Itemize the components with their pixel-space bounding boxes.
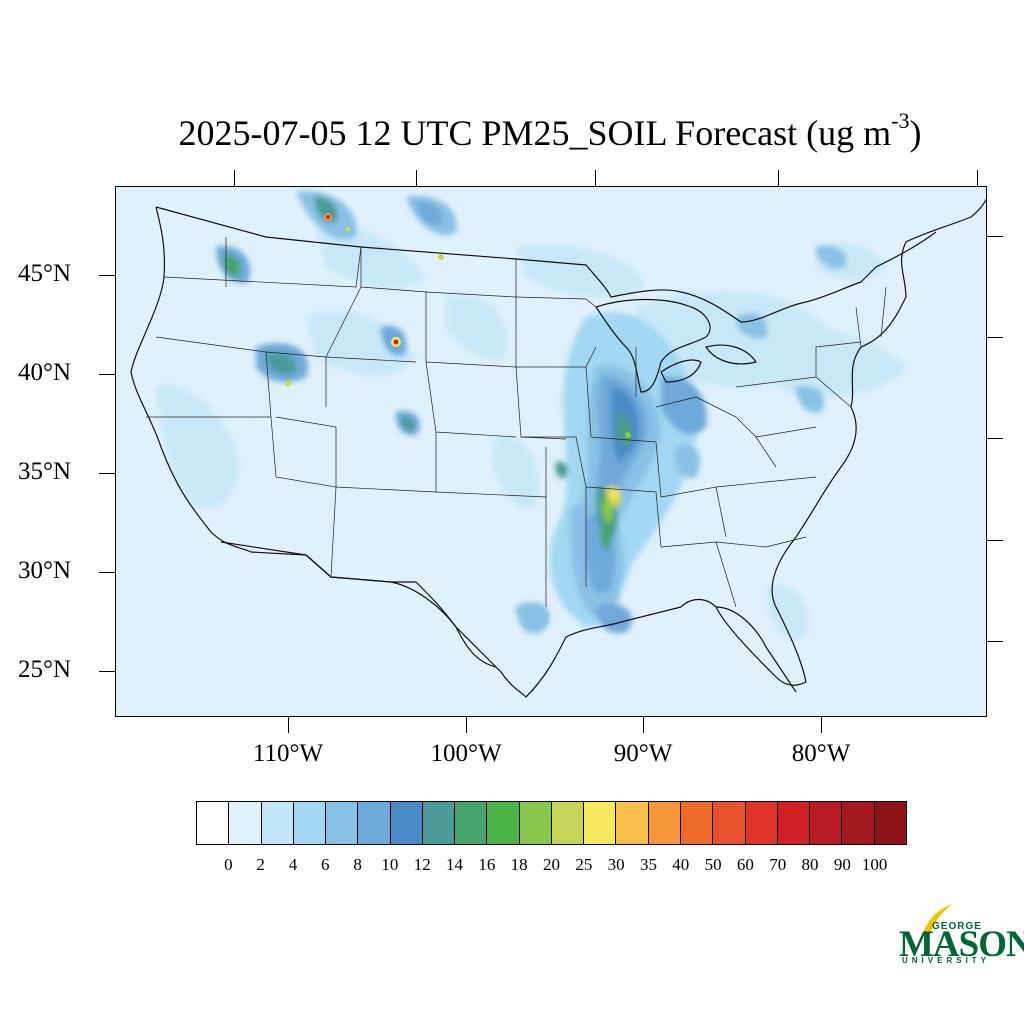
right-tick	[987, 641, 1003, 642]
colorbar-label: 6	[321, 855, 330, 874]
low-concentration-field	[156, 225, 906, 640]
colorbar-label: 18	[510, 855, 528, 874]
colorbar-label: 2	[256, 855, 265, 874]
right-tick	[987, 337, 1003, 338]
right-tick	[987, 438, 1003, 439]
florida-outline	[715, 606, 797, 693]
colorbar-label: 8	[353, 855, 362, 874]
coastlines-and-borders	[130, 198, 986, 698]
concentration-plume-mississippi	[519, 311, 707, 634]
colorbar-label: 30	[607, 855, 625, 874]
colorbar-segment	[229, 802, 262, 844]
colorbar-segment	[519, 802, 552, 844]
colorbar-segment	[326, 802, 359, 844]
colorbar-label: 100	[861, 855, 888, 874]
colorbar-segment	[261, 802, 294, 844]
logo-university-text: UNIVERSITY	[902, 956, 991, 965]
colorbar-segment	[487, 802, 520, 844]
colorbar-segment	[293, 802, 327, 844]
lon-label-110w: 110°W	[252, 740, 324, 767]
colorbar-label: 25	[575, 855, 593, 874]
logo-swoosh-icon	[922, 904, 952, 936]
figure-title: 2025-07-05 12 UTC PM25_SOIL Forecast (ug…	[0, 108, 1024, 154]
top-tick	[977, 170, 978, 186]
lat-label-35n: 35°N	[18, 458, 72, 485]
title-text: 2025-07-05 12 UTC PM25_SOIL Forecast (ug…	[178, 113, 892, 153]
colorbar-label: 14	[446, 855, 464, 874]
left-tick	[99, 473, 115, 474]
logo-mason-text: MASON	[899, 924, 1024, 965]
colorbar-segment	[584, 802, 617, 844]
colorbar-segment	[777, 802, 811, 844]
logo-george-text: GEORGE	[932, 921, 982, 932]
colorbar-segment	[422, 802, 456, 844]
colorbar-label: 4	[288, 855, 298, 874]
colorbar-labels: 0 2 4 6 8 10 12 14 16 18 20 25 30 35 40 50 60 70 80 90 100	[196, 855, 907, 875]
lat-label-25n: 25°N	[18, 656, 72, 683]
colorbar-label: 90	[833, 855, 851, 874]
colorbar-label: 12	[413, 855, 431, 874]
gmu-logo: GEORGE MASON UNIVERSITY	[896, 900, 1024, 970]
top-tick	[778, 170, 779, 186]
colorbar-label: 50	[704, 855, 722, 874]
colorbar-segment	[713, 802, 746, 844]
canada-border	[155, 206, 937, 323]
top-tick	[416, 170, 417, 186]
colorbar-segment	[648, 802, 681, 844]
us-outline	[130, 198, 986, 698]
left-tick	[99, 572, 115, 573]
colorbar-segment	[680, 802, 714, 844]
colorbar-segment	[358, 802, 391, 844]
concentration-peaks	[285, 213, 631, 438]
great-lakes	[595, 298, 757, 393]
colorbar-segment	[874, 802, 906, 844]
concentration-hotspots-west	[216, 191, 846, 629]
colorbar-segment	[197, 802, 230, 844]
mexico-border	[220, 541, 497, 668]
top-tick	[595, 170, 596, 186]
colorbar-label: 80	[801, 855, 819, 874]
lat-label-45n: 45°N	[18, 260, 72, 287]
lon-label-80w: 80°W	[791, 740, 851, 767]
colorbar-label: 60	[736, 855, 754, 874]
bottom-tick	[821, 717, 822, 733]
title-suffix: )	[909, 113, 922, 153]
map-panel	[115, 186, 987, 717]
left-tick	[99, 671, 115, 672]
lat-label-40n: 40°N	[18, 359, 72, 386]
left-tick	[99, 374, 115, 375]
colorbar-segment	[842, 802, 875, 844]
lon-label-100w: 100°W	[430, 740, 502, 767]
colorbar-segment	[390, 802, 423, 844]
colorbar-segment	[455, 802, 488, 844]
title-superscript: -3	[891, 108, 910, 133]
bottom-tick	[643, 717, 644, 733]
lon-label-90w: 90°W	[613, 740, 673, 767]
left-tick	[99, 275, 115, 276]
colorbar-segment	[616, 802, 649, 844]
colorbar-label: 40	[672, 855, 690, 874]
us-map	[130, 191, 986, 698]
colorbar-segment	[745, 802, 778, 844]
colorbar-segment	[551, 802, 585, 844]
bottom-tick	[288, 717, 289, 733]
colorbar-label: 70	[769, 855, 787, 874]
colorbar-label: 10	[381, 855, 399, 874]
colorbar-label: 0	[224, 855, 233, 874]
colorbar-label: 16	[478, 855, 496, 874]
colorbar-label: 20	[543, 855, 560, 874]
colorbar-segment	[810, 802, 843, 844]
colorbar	[196, 801, 907, 845]
colorbar-label: 35	[639, 855, 657, 874]
bottom-tick	[466, 717, 467, 733]
top-tick	[234, 170, 235, 186]
right-tick	[987, 540, 1003, 541]
state-borders	[146, 237, 887, 608]
right-tick	[987, 236, 1003, 237]
lat-label-30n: 30°N	[18, 557, 72, 584]
